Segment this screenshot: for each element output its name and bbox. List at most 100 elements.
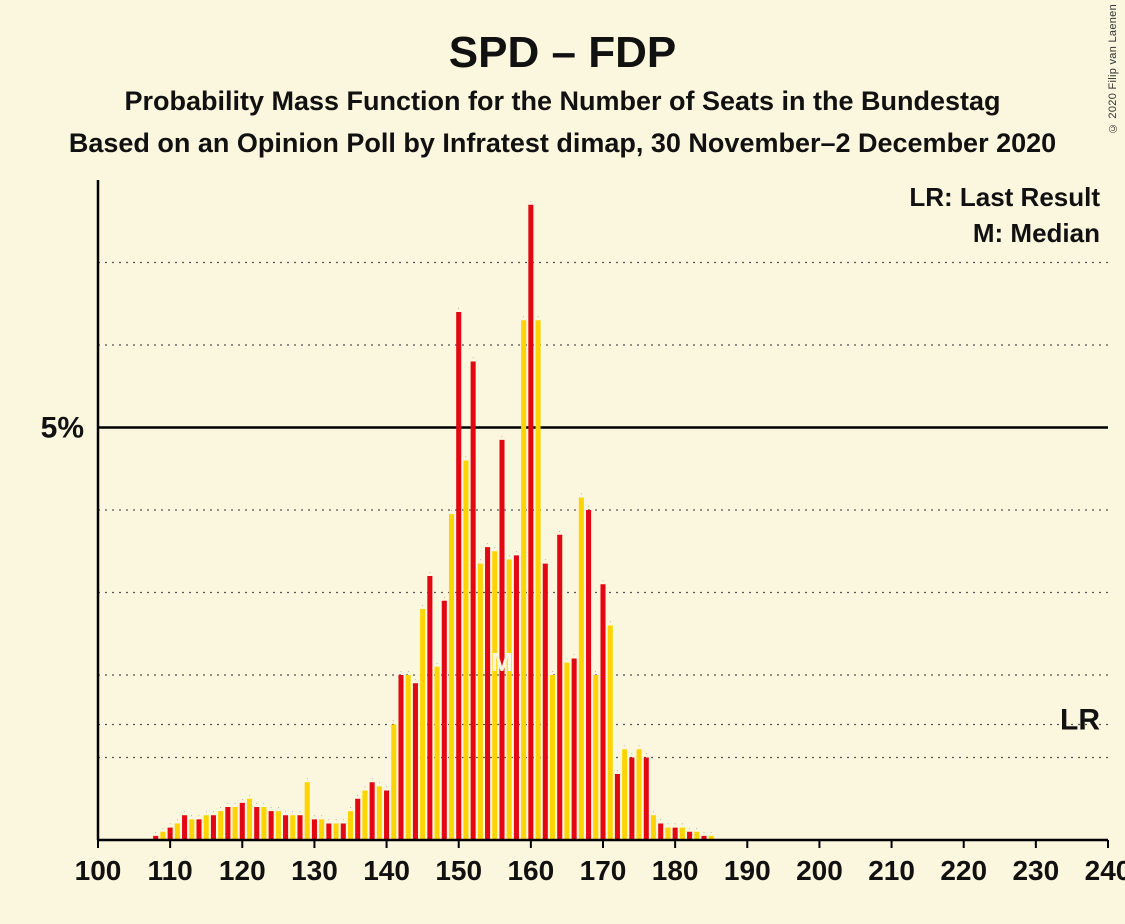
bar-value-tip: · [537,314,539,320]
bar-value-tip: · [184,809,186,815]
bar-spd [658,824,663,841]
bar-value-tip: · [249,793,251,799]
bar-fdp [550,675,555,840]
bar-fdp [218,811,223,840]
bar-fdp [290,815,295,840]
bar-spd [225,807,230,840]
bar-spd [557,535,562,840]
bar-value-tip: · [559,529,561,535]
bar-spd [471,362,476,841]
bar-value-tip: · [155,830,157,836]
bar-fdp [536,320,541,840]
bar-value-tip: · [602,578,604,584]
bar-spd [370,782,375,840]
bar-value-tip: · [407,669,409,675]
bar-value-tip: · [689,826,691,832]
bar-spd [442,601,447,840]
bar-value-tip: · [212,809,214,815]
bar-value-tip: · [371,776,373,782]
bar-value-tip: · [609,620,611,626]
x-tick-label: 100 [75,855,122,886]
bar-value-tip: · [667,822,669,828]
median-marker: M [491,647,513,677]
x-tick-label: 240 [1085,855,1125,886]
legend-m: M: Median [973,218,1100,248]
bar-spd [355,799,360,840]
bar-spd [341,824,346,841]
bar-spd [240,803,245,840]
x-tick-label: 190 [724,855,771,886]
bar-fdp [435,667,440,840]
bar-value-tip: · [580,492,582,498]
bar-value-tip: · [653,809,655,815]
x-tick-label: 200 [796,855,843,886]
bar-fdp [233,807,238,840]
x-tick-label: 220 [940,855,987,886]
bar-fdp [348,811,353,840]
legend-lr: LR: Last Result [909,182,1100,212]
bar-spd [211,815,216,840]
bar-value-tip: · [227,801,229,807]
bar-value-tip: · [321,813,323,819]
bar-value-tip: · [544,558,546,564]
x-tick-label: 140 [363,855,410,886]
bar-fdp [305,782,310,840]
bar-value-tip: · [681,822,683,828]
bar-value-tip: · [256,801,258,807]
bar-value-tip: · [220,805,222,811]
bar-value-tip: · [429,570,431,576]
bar-value-tip: · [263,801,265,807]
bar-fdp [478,564,483,840]
bar-value-tip: · [198,813,200,819]
bar-value-tip: · [508,554,510,560]
bar-value-tip: · [357,793,359,799]
bar-value-tip: · [364,785,366,791]
x-tick-label: 230 [1012,855,1059,886]
bar-value-tip: · [458,306,460,312]
bar-spd [485,547,490,840]
bar-fdp [564,663,569,840]
bar-value-tip: · [595,669,597,675]
bar-value-tip: · [530,199,532,205]
bar-value-tip: · [378,780,380,786]
bar-fdp [189,819,194,840]
bar-value-tip: · [501,434,503,440]
bar-spd [600,584,605,840]
bar-value-tip: · [162,826,164,832]
bar-value-tip: · [241,797,243,803]
bar-spd [528,205,533,840]
bar-spd [615,774,620,840]
bar-fdp [204,815,209,840]
bar-fdp [579,498,584,840]
bar-value-tip: · [191,813,193,819]
bar-fdp [319,819,324,840]
x-tick-label: 170 [580,855,627,886]
bar-fdp [507,560,512,841]
bar-fdp [492,551,497,840]
bar-spd [572,659,577,841]
bar-fdp [449,514,454,840]
bar-value-tip: · [487,541,489,547]
bar-spd [283,815,288,840]
bar-value-tip: · [285,809,287,815]
bar-value-tip: · [645,752,647,758]
bar-spd [673,828,678,840]
bar-spd [398,675,403,840]
x-tick-label: 120 [219,855,266,886]
bar-fdp [420,609,425,840]
bar-value-tip: · [710,830,712,836]
bar-value-tip: · [494,545,496,551]
bar-value-tip: · [588,504,590,510]
x-tick-label: 130 [291,855,338,886]
bar-value-tip: · [631,752,633,758]
bar-spd [514,555,519,840]
bar-value-tip: · [552,669,554,675]
bar-fdp [175,824,180,841]
bar-value-tip: · [400,669,402,675]
bar-value-tip: · [573,653,575,659]
pmf-chart: 5%LR····································… [0,0,1125,924]
bar-value-tip: · [386,785,388,791]
bar-fdp [665,828,670,840]
bar-value-tip: · [696,826,698,832]
bar-spd [182,815,187,840]
